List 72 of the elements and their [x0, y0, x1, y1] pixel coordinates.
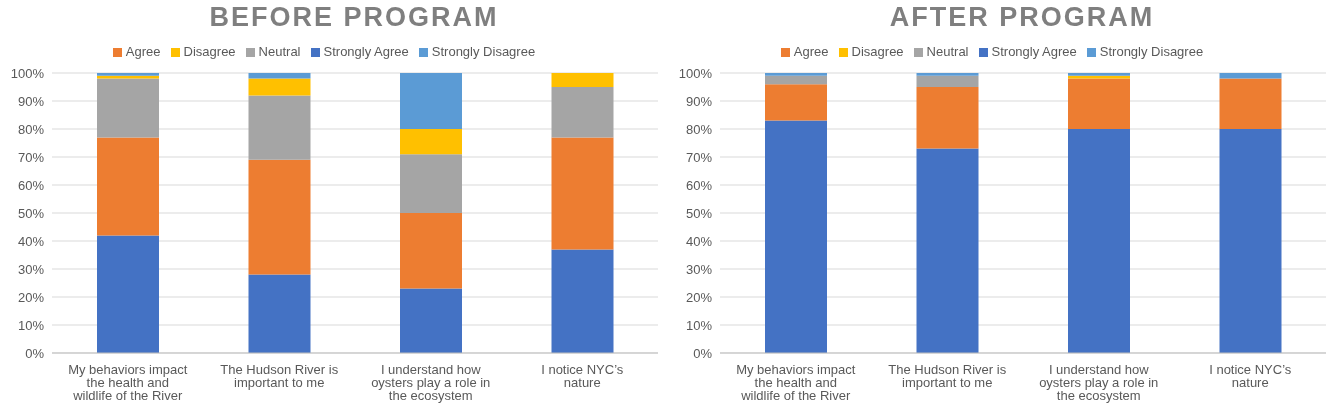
bar	[765, 73, 827, 76]
x-tick-label: My behaviors impact the health and wildlife of the River	[736, 362, 856, 404]
bar	[248, 73, 311, 79]
legend-label: Neutral	[926, 44, 969, 59]
y-tick-label: 70%	[17, 149, 45, 165]
legend-label: Agree	[125, 44, 161, 59]
bar	[551, 137, 614, 250]
bar	[248, 95, 311, 160]
y-tick-label: 60%	[685, 177, 713, 193]
legend-label: Agree	[793, 44, 829, 59]
x-tick-label: I notice NYC’s nature	[541, 362, 624, 391]
y-tick-label: 40%	[685, 233, 713, 249]
legend-label: Strongly Disagree	[1099, 44, 1204, 59]
legend-label: Disagree	[851, 44, 904, 59]
bar	[765, 75, 827, 85]
legend-label: Strongly Disagree	[431, 44, 536, 59]
bar	[551, 249, 614, 353]
x-tick-label: The Hudson River is important to me	[220, 362, 339, 391]
y-tick-label: 100%	[678, 65, 713, 81]
bar	[551, 73, 614, 87]
chart-title: AFTER PROGRAM	[888, 2, 1156, 33]
y-tick-label: 10%	[17, 317, 45, 333]
y-tick-label: 80%	[685, 121, 713, 137]
y-tick-label: 90%	[685, 93, 713, 109]
y-tick-label: 0%	[25, 345, 45, 361]
y-tick-label: 90%	[17, 93, 45, 109]
bar	[248, 274, 311, 353]
x-tick-label: The Hudson River is important to me	[888, 362, 1007, 391]
bar	[1068, 129, 1130, 353]
bar	[248, 159, 311, 275]
bar	[97, 235, 159, 353]
y-tick-label: 30%	[17, 261, 45, 277]
bar	[248, 78, 311, 96]
legend-label: Strongly Agree	[991, 44, 1077, 59]
bar	[400, 73, 462, 129]
x-tick-label: My behaviors impact the health and wildlife of the River	[68, 362, 188, 404]
y-tick-label: 10%	[685, 317, 713, 333]
legend-label: Neutral	[258, 44, 301, 59]
chart-title: BEFORE PROGRAM	[208, 2, 500, 33]
legend-label: Disagree	[183, 44, 236, 59]
y-tick-label: 60%	[17, 177, 45, 193]
x-tick-label: I notice NYC’s nature	[1209, 362, 1292, 391]
y-tick-label: 20%	[685, 289, 713, 305]
y-tick-label: 30%	[685, 261, 713, 277]
bar	[1219, 78, 1282, 129]
x-tick-label: I understand how oysters play a role in the ecosystem	[1039, 362, 1159, 404]
bar	[765, 120, 827, 353]
legend-label: Strongly Agree	[323, 44, 409, 59]
bar	[551, 87, 614, 138]
bar	[1068, 78, 1130, 129]
bar	[916, 75, 979, 87]
bar	[400, 288, 462, 353]
bar	[765, 84, 827, 121]
y-tick-label: 20%	[17, 289, 45, 305]
bar	[1219, 73, 1282, 79]
y-tick-label: 0%	[693, 345, 713, 361]
bar	[97, 78, 159, 138]
y-tick-label: 50%	[685, 205, 713, 221]
bar	[916, 73, 979, 76]
bar	[97, 137, 159, 236]
bar	[400, 129, 462, 155]
x-tick-label: I understand how oysters play a role in the ecosystem	[371, 362, 491, 404]
bar	[1219, 129, 1282, 353]
bar	[916, 148, 979, 353]
y-tick-label: 40%	[17, 233, 45, 249]
bar	[916, 87, 979, 149]
y-tick-label: 50%	[17, 205, 45, 221]
y-tick-label: 70%	[685, 149, 713, 165]
y-tick-label: 80%	[17, 121, 45, 137]
y-tick-label: 100%	[10, 65, 45, 81]
bar	[400, 154, 462, 213]
bar	[400, 213, 462, 289]
